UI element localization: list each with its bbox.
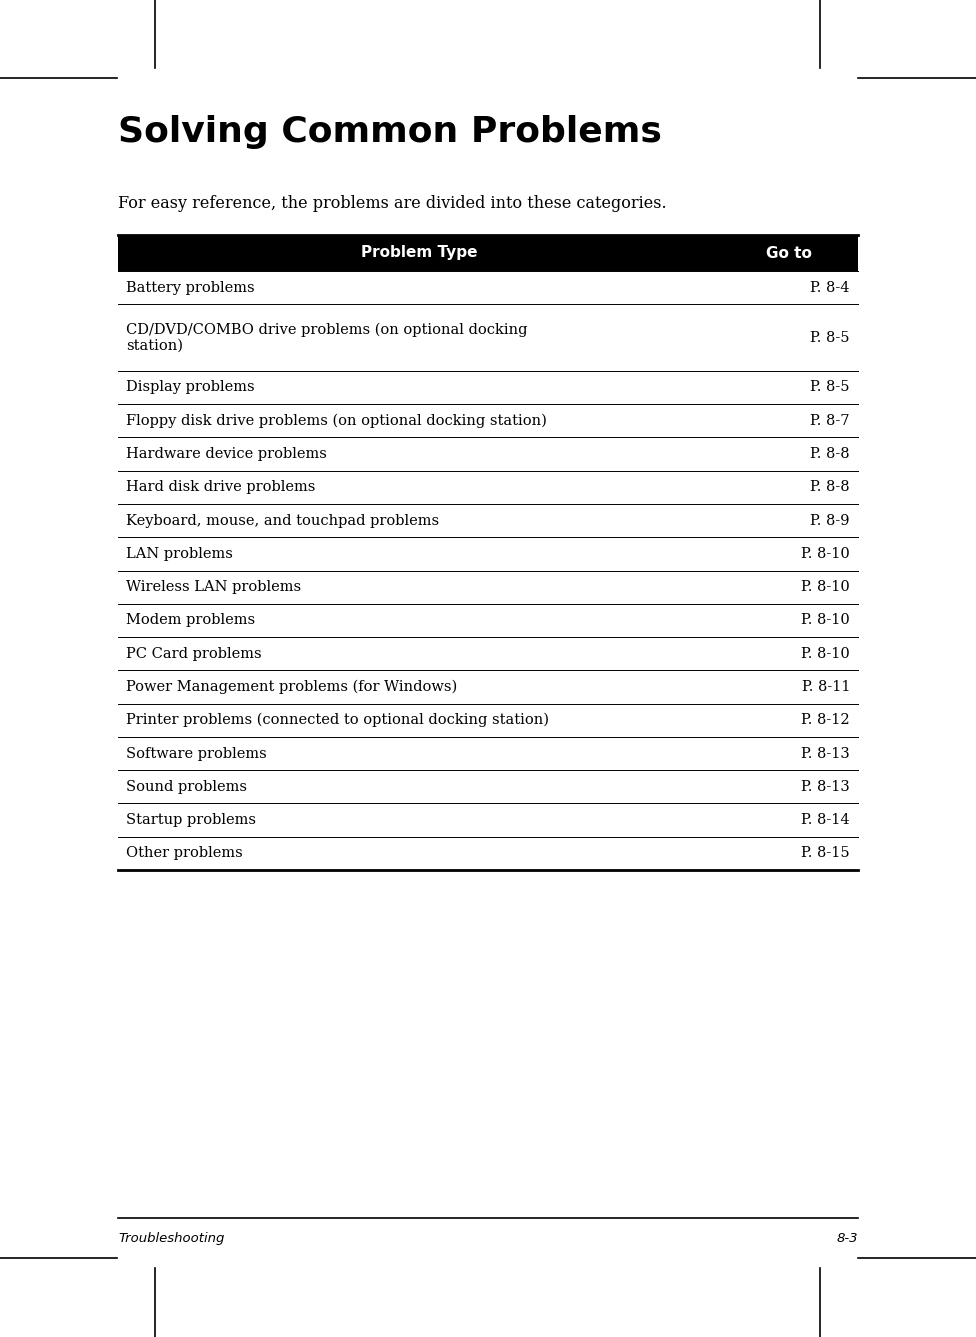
Text: Hardware device problems: Hardware device problems	[126, 447, 327, 461]
Text: Software problems: Software problems	[126, 746, 266, 761]
Text: 8-3: 8-3	[836, 1231, 858, 1245]
Text: P. 8-13: P. 8-13	[801, 779, 850, 794]
Text: Modem problems: Modem problems	[126, 614, 255, 627]
Text: For easy reference, the problems are divided into these categories.: For easy reference, the problems are div…	[118, 195, 667, 213]
Text: Sound problems: Sound problems	[126, 779, 247, 794]
Text: Go to: Go to	[766, 246, 812, 261]
Text: P. 8-15: P. 8-15	[801, 846, 850, 861]
Text: Hard disk drive problems: Hard disk drive problems	[126, 480, 315, 495]
Text: P. 8-10: P. 8-10	[801, 547, 850, 560]
Text: P. 8-10: P. 8-10	[801, 580, 850, 594]
Text: P. 8-10: P. 8-10	[801, 614, 850, 627]
Text: P. 8-7: P. 8-7	[810, 413, 850, 428]
Text: Display problems: Display problems	[126, 381, 255, 394]
Text: P. 8-8: P. 8-8	[810, 480, 850, 495]
Bar	[118, 235, 858, 271]
Text: P. 8-8: P. 8-8	[810, 447, 850, 461]
Text: P. 8-13: P. 8-13	[801, 746, 850, 761]
Text: P. 8-5: P. 8-5	[810, 381, 850, 394]
Text: Problem Type: Problem Type	[361, 246, 477, 261]
Text: Power Management problems (for Windows): Power Management problems (for Windows)	[126, 679, 457, 694]
Text: Floppy disk drive problems (on optional docking station): Floppy disk drive problems (on optional …	[126, 413, 547, 428]
Text: P. 8-14: P. 8-14	[801, 813, 850, 828]
Text: P. 8-10: P. 8-10	[801, 647, 850, 660]
Text: CD/DVD/COMBO drive problems (on optional docking
station): CD/DVD/COMBO drive problems (on optional…	[126, 322, 527, 353]
Text: P. 8-12: P. 8-12	[801, 713, 850, 727]
Text: LAN problems: LAN problems	[126, 547, 233, 560]
Text: P. 8-11: P. 8-11	[801, 681, 850, 694]
Text: PC Card problems: PC Card problems	[126, 647, 262, 660]
Text: P. 8-9: P. 8-9	[810, 513, 850, 528]
Text: Solving Common Problems: Solving Common Problems	[118, 115, 662, 148]
Text: P. 8-5: P. 8-5	[810, 330, 850, 345]
Text: Wireless LAN problems: Wireless LAN problems	[126, 580, 302, 594]
Text: Printer problems (connected to optional docking station): Printer problems (connected to optional …	[126, 713, 549, 727]
Text: Startup problems: Startup problems	[126, 813, 256, 828]
Text: Battery problems: Battery problems	[126, 281, 255, 294]
Text: Keyboard, mouse, and touchpad problems: Keyboard, mouse, and touchpad problems	[126, 513, 439, 528]
Text: Other problems: Other problems	[126, 846, 243, 861]
Text: Troubleshooting: Troubleshooting	[118, 1231, 224, 1245]
Text: P. 8-4: P. 8-4	[810, 281, 850, 294]
